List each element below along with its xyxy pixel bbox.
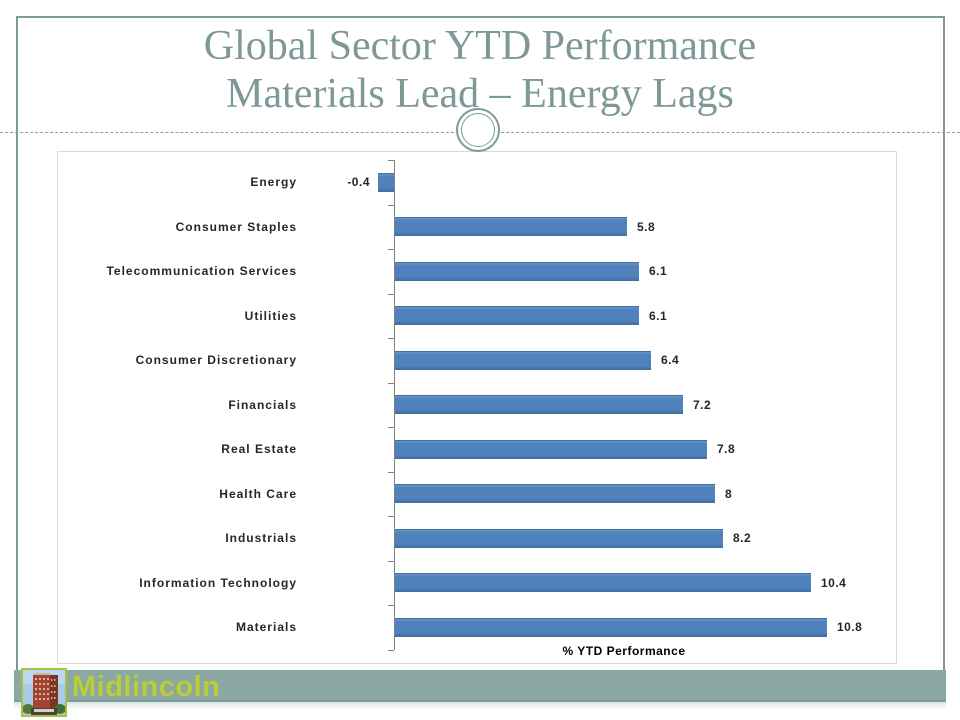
ornament-inner-ring [461, 113, 495, 147]
building-logo-icon [21, 668, 67, 717]
bar [395, 439, 707, 459]
chart-plot-area: Energy -0.4 Consumer Staples 5.8 Telecommuni… [58, 152, 896, 663]
category-label: Industrials [225, 531, 297, 545]
double-circle-ornament-icon [456, 108, 500, 152]
bar [395, 484, 715, 504]
axis-tick [388, 293, 394, 295]
bar [395, 617, 827, 637]
axis-tick [388, 560, 394, 562]
value-label: 10.4 [821, 575, 847, 590]
x-axis-title: % YTD Performance [562, 644, 686, 658]
category-label: Financials [228, 397, 297, 412]
value-label: 6.4 [661, 353, 680, 367]
category-label: Health Care [219, 486, 297, 501]
frame-right-line [943, 16, 945, 702]
footer-strip-shadow [14, 702, 946, 710]
bar [395, 395, 683, 415]
axis-tick [388, 471, 394, 473]
slide-title: Global Sector YTD Performance Materials … [0, 22, 960, 118]
brand-name: Midlincoln [72, 671, 221, 703]
bar [395, 573, 811, 593]
bar [395, 261, 639, 281]
axis-tick [388, 160, 394, 161]
bar [395, 306, 639, 326]
bar [395, 350, 651, 370]
category-label: Utilities [244, 308, 297, 323]
axis-tick [388, 605, 394, 606]
value-label: 10.8 [837, 620, 863, 634]
footer-strip [14, 670, 946, 702]
category-label: Telecommunication Services [106, 264, 297, 278]
axis-tick [388, 249, 394, 250]
bar [395, 528, 723, 548]
value-label: 8.2 [733, 531, 752, 545]
axis-tick [388, 427, 394, 428]
category-axis-line [394, 160, 395, 650]
category-label: Information Technology [139, 575, 297, 590]
bar [378, 172, 394, 192]
category-label: Energy [250, 175, 297, 189]
bar [395, 217, 627, 237]
frame-left-line [16, 16, 18, 702]
bar-chart: Energy -0.4 Consumer Staples 5.8 Telecommuni… [57, 151, 897, 664]
category-label: Consumer Discretionary [135, 353, 297, 367]
axis-tick [388, 204, 394, 206]
value-label: 6.1 [649, 308, 668, 323]
axis-tick [388, 338, 394, 339]
axis-tick [388, 382, 394, 384]
axis-tick [388, 516, 394, 517]
value-label: 5.8 [637, 219, 656, 234]
category-label: Consumer Staples [175, 219, 297, 234]
value-label: -0.4 [347, 175, 370, 189]
value-label: 7.8 [717, 442, 736, 456]
value-label: 8 [725, 486, 733, 501]
category-label: Real Estate [221, 442, 297, 456]
category-label: Materials [235, 620, 297, 634]
value-label: 6.1 [649, 264, 668, 278]
frame-top-line [16, 16, 944, 18]
value-label: 7.2 [693, 397, 712, 412]
title-line-1: Global Sector YTD Performance [203, 23, 757, 69]
axis-tick [388, 649, 394, 651]
